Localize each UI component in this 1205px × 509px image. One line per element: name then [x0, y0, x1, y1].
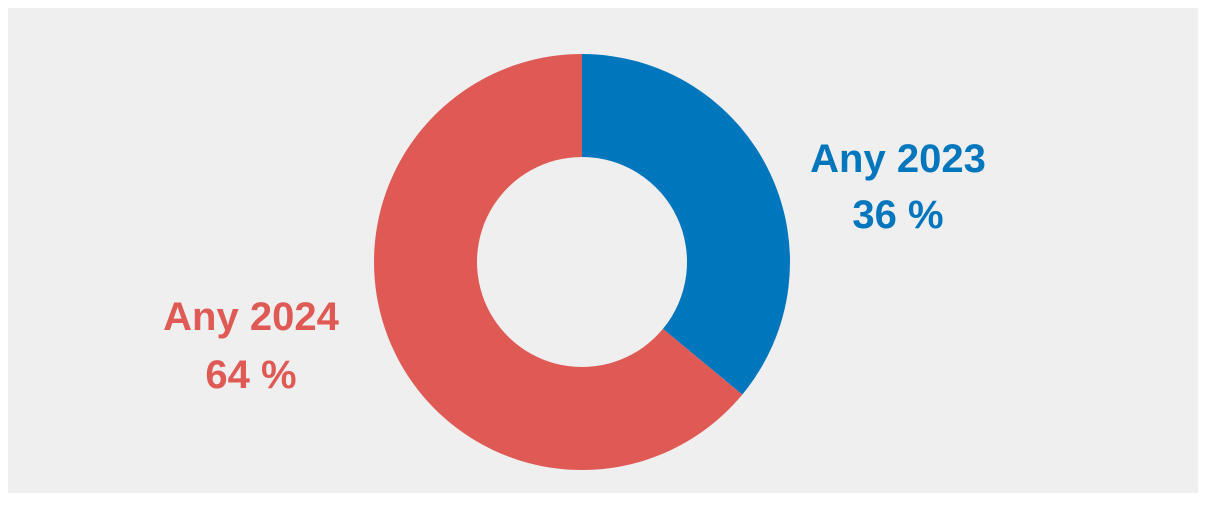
label-any-2023-value: 36 % [852, 193, 943, 237]
label-any-2023-name: Any 2023 [810, 137, 986, 181]
donut-slices [374, 54, 791, 470]
slice-any-2023 [582, 54, 791, 395]
slice-any-2024 [374, 54, 743, 470]
label-any-2024-value: 64 % [205, 353, 296, 397]
label-any-2024-name: Any 2024 [163, 295, 339, 339]
